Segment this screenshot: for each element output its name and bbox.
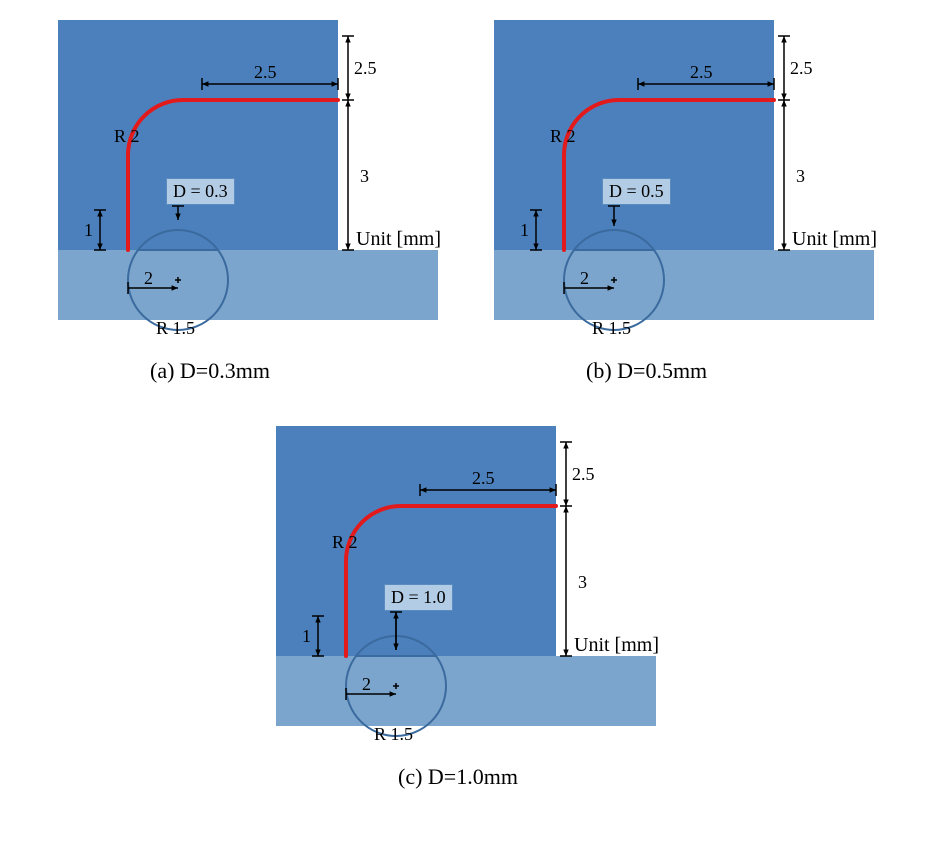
dim-top: 2.5	[790, 58, 813, 79]
dim-horiz: 2.5	[690, 62, 713, 83]
dim-left: 1	[84, 220, 93, 241]
dim-horiz: 2.5	[254, 62, 277, 83]
r15-label: R 1.5	[592, 318, 631, 339]
dim-right: 3	[360, 166, 369, 187]
dim-left: 1	[520, 220, 529, 241]
panel-a: 2.532.512R 2R 1.5Unit [mm]D = 0.3	[58, 20, 438, 320]
dim-bottom: 2	[580, 268, 589, 289]
caption-a: (a) D=0.3mm	[150, 358, 270, 384]
unit-label: Unit [mm]	[356, 228, 441, 251]
r2-label: R 2	[332, 532, 358, 553]
r15-label: R 1.5	[156, 318, 195, 339]
r2-label: R 2	[114, 126, 140, 147]
dim-right: 3	[796, 166, 805, 187]
dim-bottom: 2	[362, 674, 371, 695]
dim-top: 2.5	[572, 464, 595, 485]
unit-label: Unit [mm]	[792, 228, 877, 251]
caption-c: (c) D=1.0mm	[398, 764, 518, 790]
r2-label: R 2	[550, 126, 576, 147]
dim-horiz: 2.5	[472, 468, 495, 489]
d-label: D = 0.5	[602, 178, 671, 205]
panel-c: 2.532.512R 2R 1.5Unit [mm]D = 1.0	[276, 426, 656, 726]
d-label: D = 0.3	[166, 178, 235, 205]
r15-label: R 1.5	[374, 724, 413, 745]
dim-bottom: 2	[144, 268, 153, 289]
dim-top: 2.5	[354, 58, 377, 79]
dim-left: 1	[302, 626, 311, 647]
d-label: D = 1.0	[384, 584, 453, 611]
panel-b: 2.532.512R 2R 1.5Unit [mm]D = 0.5	[494, 20, 874, 320]
caption-b: (b) D=0.5mm	[586, 358, 707, 384]
unit-label: Unit [mm]	[574, 634, 659, 657]
dim-right: 3	[578, 572, 587, 593]
